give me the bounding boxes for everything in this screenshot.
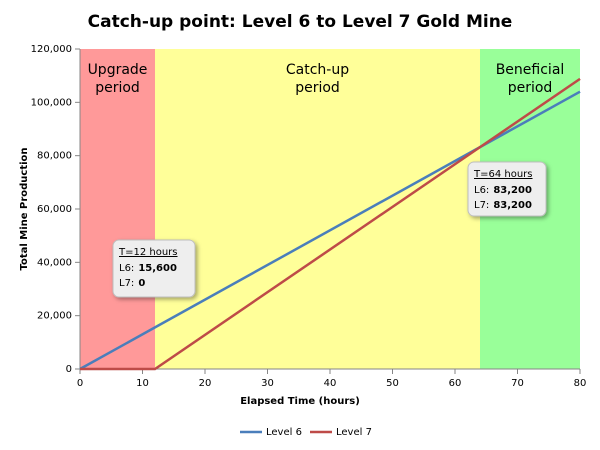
series-line bbox=[79, 90, 581, 371]
y-tick-label: 40,000 bbox=[37, 257, 72, 268]
y-tick-label: 60,000 bbox=[37, 204, 72, 215]
x-tick-label: 60 bbox=[449, 378, 462, 389]
annotation-line: L6: 15,600 bbox=[119, 263, 177, 274]
x-tick-label: 10 bbox=[136, 378, 149, 389]
y-tick-label: 20,000 bbox=[37, 311, 72, 322]
annotation-label: L7: bbox=[119, 278, 134, 289]
region-label: period bbox=[95, 80, 140, 96]
x-tick-label: 0 bbox=[77, 378, 83, 389]
annotation-line: L7: 83,200 bbox=[474, 200, 532, 211]
region bbox=[155, 49, 480, 369]
y-tick-label: 80,000 bbox=[37, 151, 72, 162]
annotation-value: 83,200 bbox=[493, 185, 532, 196]
legend-label: Level 6 bbox=[266, 427, 302, 438]
region bbox=[80, 49, 155, 369]
annotation-value: 15,600 bbox=[138, 263, 177, 274]
x-tick-label: 80 bbox=[574, 378, 587, 389]
annotation-label: L6: bbox=[119, 263, 134, 274]
annotation-label: L7: bbox=[474, 200, 489, 211]
legend-label: Level 7 bbox=[336, 427, 372, 438]
y-tick-label: 120,000 bbox=[31, 44, 72, 55]
x-tick-label: 70 bbox=[511, 378, 524, 389]
annotation-box bbox=[467, 161, 547, 217]
y-tick-label: 0 bbox=[66, 364, 72, 375]
y-tick-label: 100,000 bbox=[31, 97, 72, 108]
region-label: period bbox=[295, 80, 340, 96]
annotation-line: L7: 0 bbox=[119, 278, 145, 289]
annotation-line: L6: 83,200 bbox=[474, 185, 532, 196]
annotation-title: T=64 hours bbox=[473, 169, 533, 180]
region-label: Beneficial bbox=[496, 62, 565, 78]
annotation-title: T=12 hours bbox=[118, 247, 178, 258]
x-tick-label: 20 bbox=[199, 378, 212, 389]
annotation-value: 83,200 bbox=[493, 200, 532, 211]
x-axis-label: Elapsed Time (hours) bbox=[240, 396, 360, 407]
series-line bbox=[80, 77, 581, 371]
region-label: period bbox=[508, 80, 553, 96]
y-axis-label: Total Mine Production bbox=[19, 147, 30, 270]
x-tick-label: 30 bbox=[261, 378, 274, 389]
region-label: Catch-up bbox=[286, 62, 349, 78]
x-tick-label: 40 bbox=[324, 378, 337, 389]
annotation-box bbox=[112, 239, 196, 298]
annotation-value: 0 bbox=[138, 278, 145, 289]
region-label: Upgrade bbox=[88, 62, 148, 78]
x-tick-label: 50 bbox=[386, 378, 399, 389]
chart-title: Catch-up point: Level 6 to Level 7 Gold … bbox=[88, 12, 513, 32]
annotation-label: L6: bbox=[474, 185, 489, 196]
